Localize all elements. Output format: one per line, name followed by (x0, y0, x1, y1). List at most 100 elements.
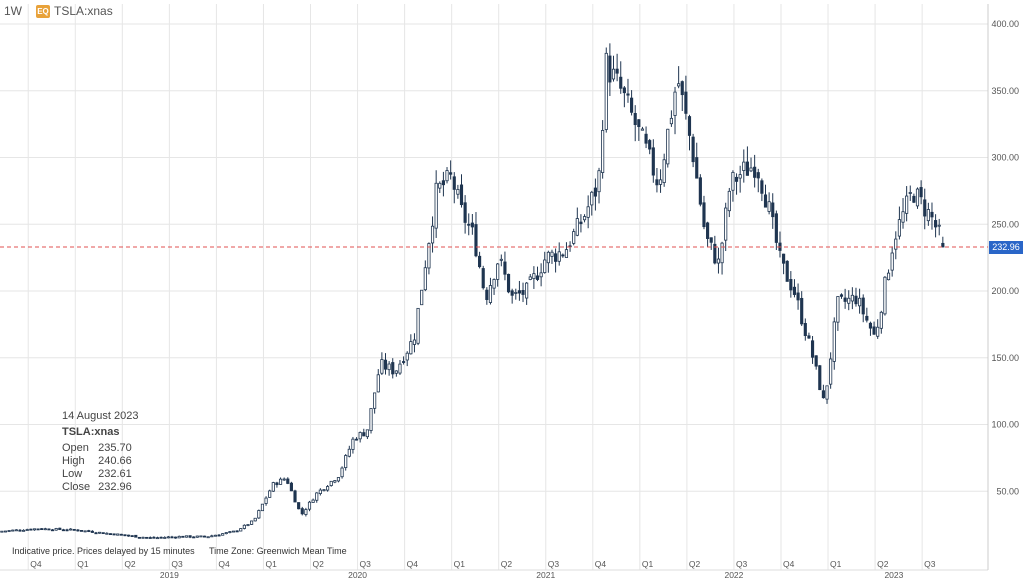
ohlc-row-close: Close 232.96 (62, 481, 132, 494)
ohlc-label: High (62, 455, 85, 467)
candle-body (293, 490, 297, 503)
candle-body (691, 136, 695, 163)
candle-body (54, 528, 58, 531)
candle-body (611, 68, 616, 80)
candle-body (894, 238, 898, 250)
candle-body (76, 529, 80, 532)
y-tick-label: 200.00 (991, 286, 1019, 296)
candle-body (575, 218, 579, 236)
x-quarter-label: Q3 (924, 559, 936, 569)
candle-body (713, 243, 717, 264)
candle-body (792, 286, 797, 295)
candle-body (322, 489, 326, 492)
candle-body (883, 276, 887, 315)
candle-body (329, 480, 333, 486)
candle-body (521, 290, 525, 295)
candle-body (307, 501, 312, 510)
candle-body (706, 222, 710, 239)
candle-body (861, 297, 865, 315)
candle-body (184, 535, 189, 538)
candle-body (333, 480, 337, 483)
candle-body (405, 352, 409, 361)
candle-body (756, 172, 760, 179)
candle-body (474, 224, 478, 257)
candle-body (876, 326, 880, 337)
candle-body (630, 97, 634, 113)
candle-body (83, 530, 87, 533)
candle-body (767, 201, 771, 212)
candle-body (478, 255, 482, 268)
candle-body (702, 202, 706, 228)
candle-body (452, 176, 456, 190)
x-year-label: 2020 (348, 570, 367, 580)
candle-body (539, 272, 543, 278)
candle-body (119, 533, 123, 536)
candle-body (858, 297, 862, 307)
ohlc-row-high: High 240.66 (62, 455, 132, 468)
candle-body (836, 296, 840, 323)
candle-body (825, 385, 829, 400)
candle-body (105, 532, 109, 535)
x-quarter-label: Q4 (30, 559, 42, 569)
candle-body (934, 220, 938, 228)
candle-body (94, 532, 98, 535)
candle-body (112, 533, 116, 536)
candle-body (868, 322, 873, 329)
ohlc-value: 232.96 (98, 481, 132, 493)
x-quarter-label: Q4 (783, 559, 795, 569)
candle-body (800, 297, 804, 325)
candle-body (731, 171, 735, 191)
ohlc-value: 235.70 (98, 442, 132, 454)
candle-body (796, 292, 800, 301)
candle-body (525, 282, 529, 299)
symbol-label[interactable]: TSLA:xnas (54, 4, 113, 18)
candle-body (850, 294, 854, 302)
candle-body (206, 536, 210, 539)
candle-body (449, 172, 453, 175)
candle-body (65, 529, 69, 532)
candle-body (803, 323, 807, 337)
candle-body (543, 259, 547, 273)
candle-body (387, 363, 391, 371)
candle-body (358, 432, 362, 440)
x-year-label: 2023 (884, 570, 903, 580)
candle-body (557, 251, 561, 262)
candle-body (622, 87, 626, 94)
period-selector[interactable]: 1W (4, 4, 22, 18)
x-year-label: 2022 (724, 570, 743, 580)
candle-body (749, 167, 753, 172)
candle-body (286, 478, 290, 484)
x-quarter-label: Q2 (124, 559, 136, 569)
x-quarter-label: Q1 (265, 559, 277, 569)
delay-notice: Indicative price. Prices delayed by 15 m… (12, 546, 195, 556)
candle-body (456, 189, 460, 195)
candle-body (727, 190, 731, 212)
candle-body (716, 258, 721, 264)
candle-body (879, 311, 883, 329)
candle-body (79, 530, 84, 532)
ohlc-label: Close (62, 481, 91, 493)
candle-body (427, 243, 431, 269)
candle-body (155, 537, 160, 540)
candle-body (362, 432, 366, 437)
candle-body (304, 509, 308, 515)
candle-body (698, 177, 702, 205)
ohlc-row-low: Low 232.61 (62, 468, 132, 481)
candle-body (590, 191, 594, 206)
candle-body (582, 216, 587, 221)
candle-body (398, 363, 402, 374)
candle-body (14, 529, 18, 532)
candle-body (383, 359, 388, 370)
candle-body (655, 179, 659, 186)
candle-body (50, 529, 55, 532)
candle-body (492, 279, 496, 289)
candle-body (510, 290, 514, 296)
candle-body (271, 482, 275, 492)
x-quarter-label: Q1 (642, 559, 654, 569)
candle-body (25, 529, 29, 531)
candle-body (326, 486, 330, 491)
candle-body (213, 534, 217, 537)
candle-body (847, 297, 851, 304)
candle-body (572, 231, 576, 244)
